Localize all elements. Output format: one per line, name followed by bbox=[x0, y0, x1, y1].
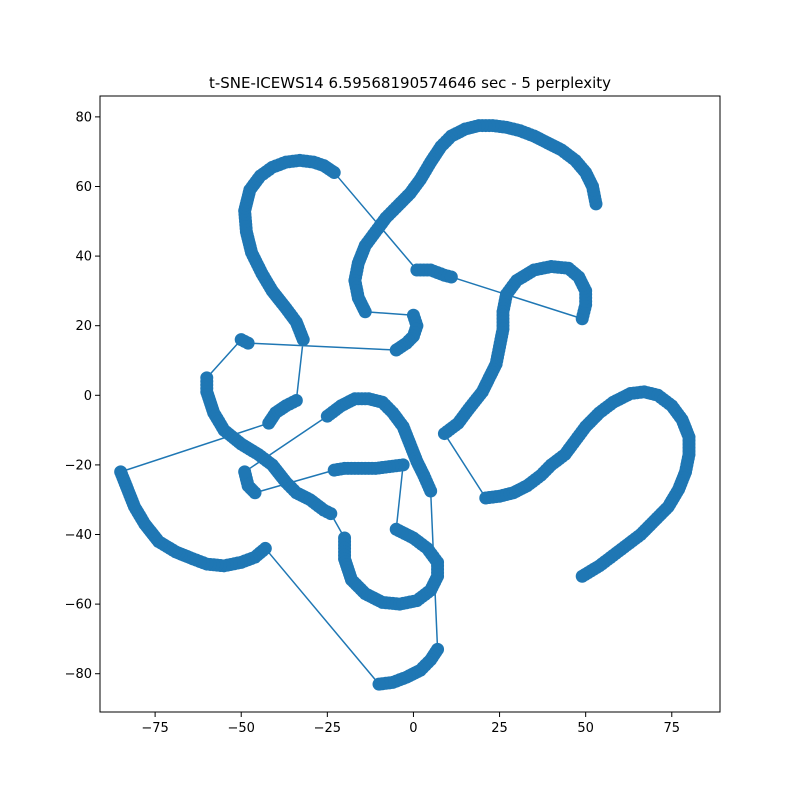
data-point bbox=[437, 427, 451, 441]
plot-area bbox=[114, 119, 696, 691]
data-point bbox=[575, 569, 589, 583]
y-axis: −80 −60 −40 −20 0 20 40 60 80 bbox=[65, 110, 100, 682]
data-point bbox=[234, 333, 248, 347]
x-tick-label: −50 bbox=[228, 721, 255, 736]
data-point bbox=[424, 484, 438, 498]
data-point bbox=[372, 677, 386, 691]
y-tick-label: −80 bbox=[65, 667, 92, 682]
y-tick-label: 20 bbox=[75, 319, 92, 334]
data-point bbox=[289, 394, 303, 408]
data-point bbox=[327, 166, 341, 180]
y-tick-label: −60 bbox=[65, 598, 92, 613]
x-tick-label: 25 bbox=[491, 721, 508, 736]
x-tick-label: −75 bbox=[141, 721, 168, 736]
data-point bbox=[444, 270, 458, 284]
y-tick-label: 0 bbox=[84, 389, 92, 404]
data-point bbox=[358, 305, 372, 319]
data-point bbox=[327, 463, 341, 477]
data-point bbox=[114, 465, 128, 479]
x-tick-label: −25 bbox=[314, 721, 341, 736]
x-tick-label: 50 bbox=[577, 721, 594, 736]
x-axis: −75 −50 −25 0 25 50 75 bbox=[141, 712, 680, 736]
y-tick-label: −40 bbox=[65, 528, 92, 543]
y-tick-label: 40 bbox=[75, 250, 92, 265]
data-point bbox=[324, 507, 338, 521]
y-tick-label: −20 bbox=[65, 458, 92, 473]
y-tick-label: 80 bbox=[75, 110, 92, 125]
data-point bbox=[389, 522, 403, 536]
chart-title: t-SNE-ICEWS14 6.59568190574646 sec - 5 p… bbox=[209, 74, 611, 92]
axes-frame bbox=[99, 95, 721, 713]
x-tick-label: 0 bbox=[409, 721, 417, 736]
y-tick-label: 60 bbox=[75, 180, 92, 195]
data-point bbox=[238, 465, 252, 479]
x-tick-label: 75 bbox=[664, 721, 681, 736]
data-point bbox=[389, 343, 403, 357]
